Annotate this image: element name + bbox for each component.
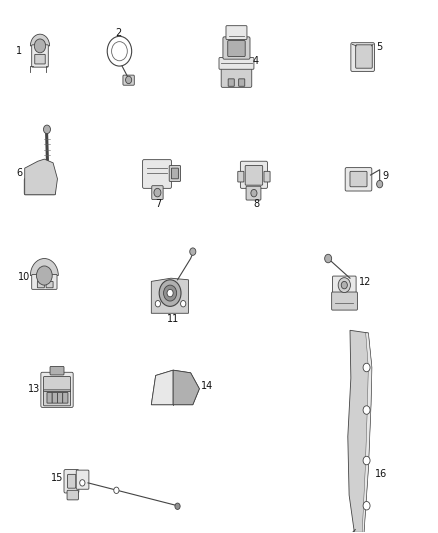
FancyBboxPatch shape: [332, 276, 356, 294]
Text: 2: 2: [116, 28, 122, 38]
Polygon shape: [151, 370, 173, 405]
FancyBboxPatch shape: [246, 186, 261, 200]
Circle shape: [363, 502, 370, 510]
FancyBboxPatch shape: [240, 161, 268, 188]
Text: 15: 15: [51, 473, 63, 482]
FancyBboxPatch shape: [350, 171, 367, 187]
FancyBboxPatch shape: [24, 178, 55, 195]
Text: 16: 16: [375, 469, 388, 479]
Wedge shape: [30, 259, 58, 276]
Circle shape: [363, 456, 370, 465]
FancyBboxPatch shape: [171, 168, 178, 179]
FancyBboxPatch shape: [37, 281, 44, 288]
Circle shape: [163, 285, 177, 301]
FancyBboxPatch shape: [29, 181, 42, 193]
Circle shape: [155, 301, 160, 307]
FancyBboxPatch shape: [228, 79, 234, 86]
Polygon shape: [173, 370, 199, 405]
FancyBboxPatch shape: [63, 392, 68, 403]
FancyBboxPatch shape: [264, 171, 270, 182]
FancyBboxPatch shape: [43, 390, 71, 406]
Circle shape: [175, 503, 180, 510]
Text: 13: 13: [28, 384, 40, 394]
FancyBboxPatch shape: [64, 470, 79, 493]
Text: 5: 5: [376, 42, 382, 52]
Circle shape: [126, 76, 132, 84]
Circle shape: [377, 180, 383, 188]
FancyBboxPatch shape: [67, 474, 76, 488]
Text: 12: 12: [359, 278, 371, 287]
Circle shape: [34, 39, 46, 53]
Polygon shape: [348, 330, 372, 532]
FancyBboxPatch shape: [169, 165, 180, 181]
Text: 11: 11: [167, 313, 179, 324]
FancyBboxPatch shape: [223, 37, 250, 59]
Text: 8: 8: [253, 199, 259, 209]
FancyBboxPatch shape: [226, 26, 247, 39]
FancyBboxPatch shape: [43, 376, 71, 392]
FancyBboxPatch shape: [351, 43, 374, 71]
Circle shape: [154, 188, 161, 197]
FancyBboxPatch shape: [47, 392, 52, 403]
FancyBboxPatch shape: [238, 171, 244, 182]
FancyBboxPatch shape: [143, 160, 171, 188]
FancyBboxPatch shape: [67, 490, 78, 500]
Circle shape: [80, 480, 85, 486]
Text: 9: 9: [383, 171, 389, 181]
Circle shape: [180, 301, 186, 307]
Circle shape: [159, 280, 181, 306]
FancyBboxPatch shape: [41, 372, 73, 407]
FancyBboxPatch shape: [52, 392, 57, 403]
Text: 6: 6: [16, 168, 22, 179]
FancyBboxPatch shape: [46, 281, 53, 288]
FancyBboxPatch shape: [35, 54, 45, 64]
FancyBboxPatch shape: [76, 470, 89, 489]
Text: 10: 10: [18, 272, 30, 282]
FancyBboxPatch shape: [245, 165, 263, 185]
FancyBboxPatch shape: [332, 292, 357, 310]
Circle shape: [338, 278, 350, 293]
Polygon shape: [25, 159, 57, 195]
Circle shape: [43, 125, 50, 134]
FancyBboxPatch shape: [50, 367, 64, 375]
Circle shape: [251, 189, 257, 197]
Circle shape: [190, 248, 196, 255]
FancyBboxPatch shape: [32, 274, 57, 289]
Circle shape: [36, 266, 52, 285]
Circle shape: [363, 364, 370, 372]
Polygon shape: [151, 370, 199, 405]
FancyBboxPatch shape: [228, 41, 245, 56]
FancyBboxPatch shape: [345, 167, 372, 191]
Circle shape: [114, 487, 119, 494]
FancyBboxPatch shape: [356, 45, 372, 68]
Circle shape: [167, 289, 173, 297]
Circle shape: [363, 406, 370, 414]
Circle shape: [325, 254, 332, 263]
FancyBboxPatch shape: [219, 58, 254, 69]
FancyBboxPatch shape: [221, 67, 252, 87]
FancyBboxPatch shape: [239, 79, 245, 86]
Polygon shape: [362, 333, 372, 532]
FancyBboxPatch shape: [123, 75, 134, 85]
Circle shape: [341, 281, 347, 289]
FancyBboxPatch shape: [152, 185, 163, 199]
Polygon shape: [151, 278, 188, 313]
Text: 1: 1: [16, 46, 22, 56]
Text: 14: 14: [201, 381, 213, 391]
Text: 4: 4: [253, 56, 259, 66]
FancyBboxPatch shape: [32, 45, 48, 67]
FancyBboxPatch shape: [57, 392, 63, 403]
Wedge shape: [30, 34, 49, 46]
Text: 7: 7: [155, 199, 161, 209]
